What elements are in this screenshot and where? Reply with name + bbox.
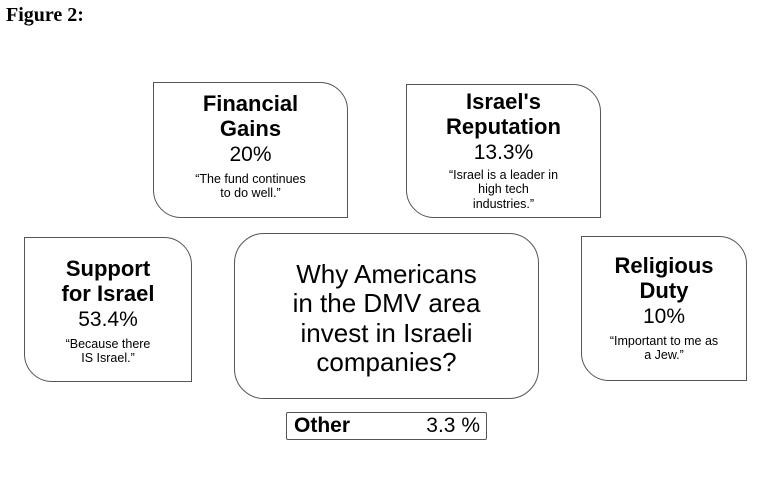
reason-quote-line: “The fund continues <box>195 171 306 186</box>
central-question: Why Americans in the DMV area invest in … <box>235 259 538 378</box>
reason-title: Support for Israel <box>25 256 191 306</box>
reason-quote: “Important to me as a Jew.” <box>582 334 746 363</box>
other-box: Other 3.3 % <box>286 412 487 440</box>
reason-box-religious-duty: Religious Duty 10% “Important to me as a… <box>581 236 747 381</box>
reason-title-line: for Israel <box>61 280 155 306</box>
reason-percent: 10% <box>642 305 686 329</box>
reason-percent: 20% <box>229 143 272 167</box>
reason-quote-line: “Israel is a leader in <box>448 167 559 182</box>
central-question-box: Why Americans in the DMV area invest in … <box>234 233 539 399</box>
reason-title-line: Reputation <box>446 113 561 139</box>
reason-quote-line: to do well.” <box>220 186 281 201</box>
reason-title-line: Israel's <box>466 89 541 114</box>
central-question-line: in the DMV area <box>292 288 481 319</box>
reason-title-line: Gains <box>219 115 282 141</box>
reason-box-israels-reputation: Israel's Reputation 13.3% “Israel is a l… <box>406 84 601 218</box>
reason-quote: “The fund continues to do well.” <box>154 172 347 201</box>
reason-title-line: Support <box>65 256 151 281</box>
reason-percent: 53.4% <box>78 308 138 332</box>
other-label: Other <box>294 414 351 438</box>
figure-label: Figure 2: <box>6 4 84 26</box>
reason-quote-line: “Because there <box>65 336 151 351</box>
reason-quote-line: industries.” <box>472 196 535 211</box>
central-question-line: companies? <box>316 347 457 378</box>
central-question-line: Why Americans <box>296 259 477 289</box>
reason-title-line: Duty <box>639 277 689 303</box>
central-question-line: invest in Israeli <box>300 317 473 348</box>
reason-quote: “Because there IS Israel.” <box>25 337 191 366</box>
reason-percent: 13.3% <box>473 141 534 165</box>
reason-quote-line: a Jew.” <box>644 348 684 363</box>
reason-title: Religious Duty <box>582 253 746 303</box>
reason-box-financial-gains: Financial Gains 20% “The fund continues … <box>153 82 348 218</box>
reason-box-support-for-israel: Support for Israel 53.4% “Because there … <box>24 237 192 382</box>
reason-quote: “Israel is a leader in high tech industr… <box>407 168 600 211</box>
other-percent: 3.3 % <box>426 414 480 438</box>
reason-title-line: Religious <box>614 253 714 278</box>
reason-quote-line: “Important to me as <box>609 333 719 348</box>
reason-quote-line: high tech <box>478 182 529 197</box>
reason-title: Financial Gains <box>154 91 347 141</box>
reason-quote-line: IS Israel.” <box>81 351 135 366</box>
reason-title: Israel's Reputation <box>407 89 600 139</box>
reason-title-line: Financial <box>202 91 299 116</box>
